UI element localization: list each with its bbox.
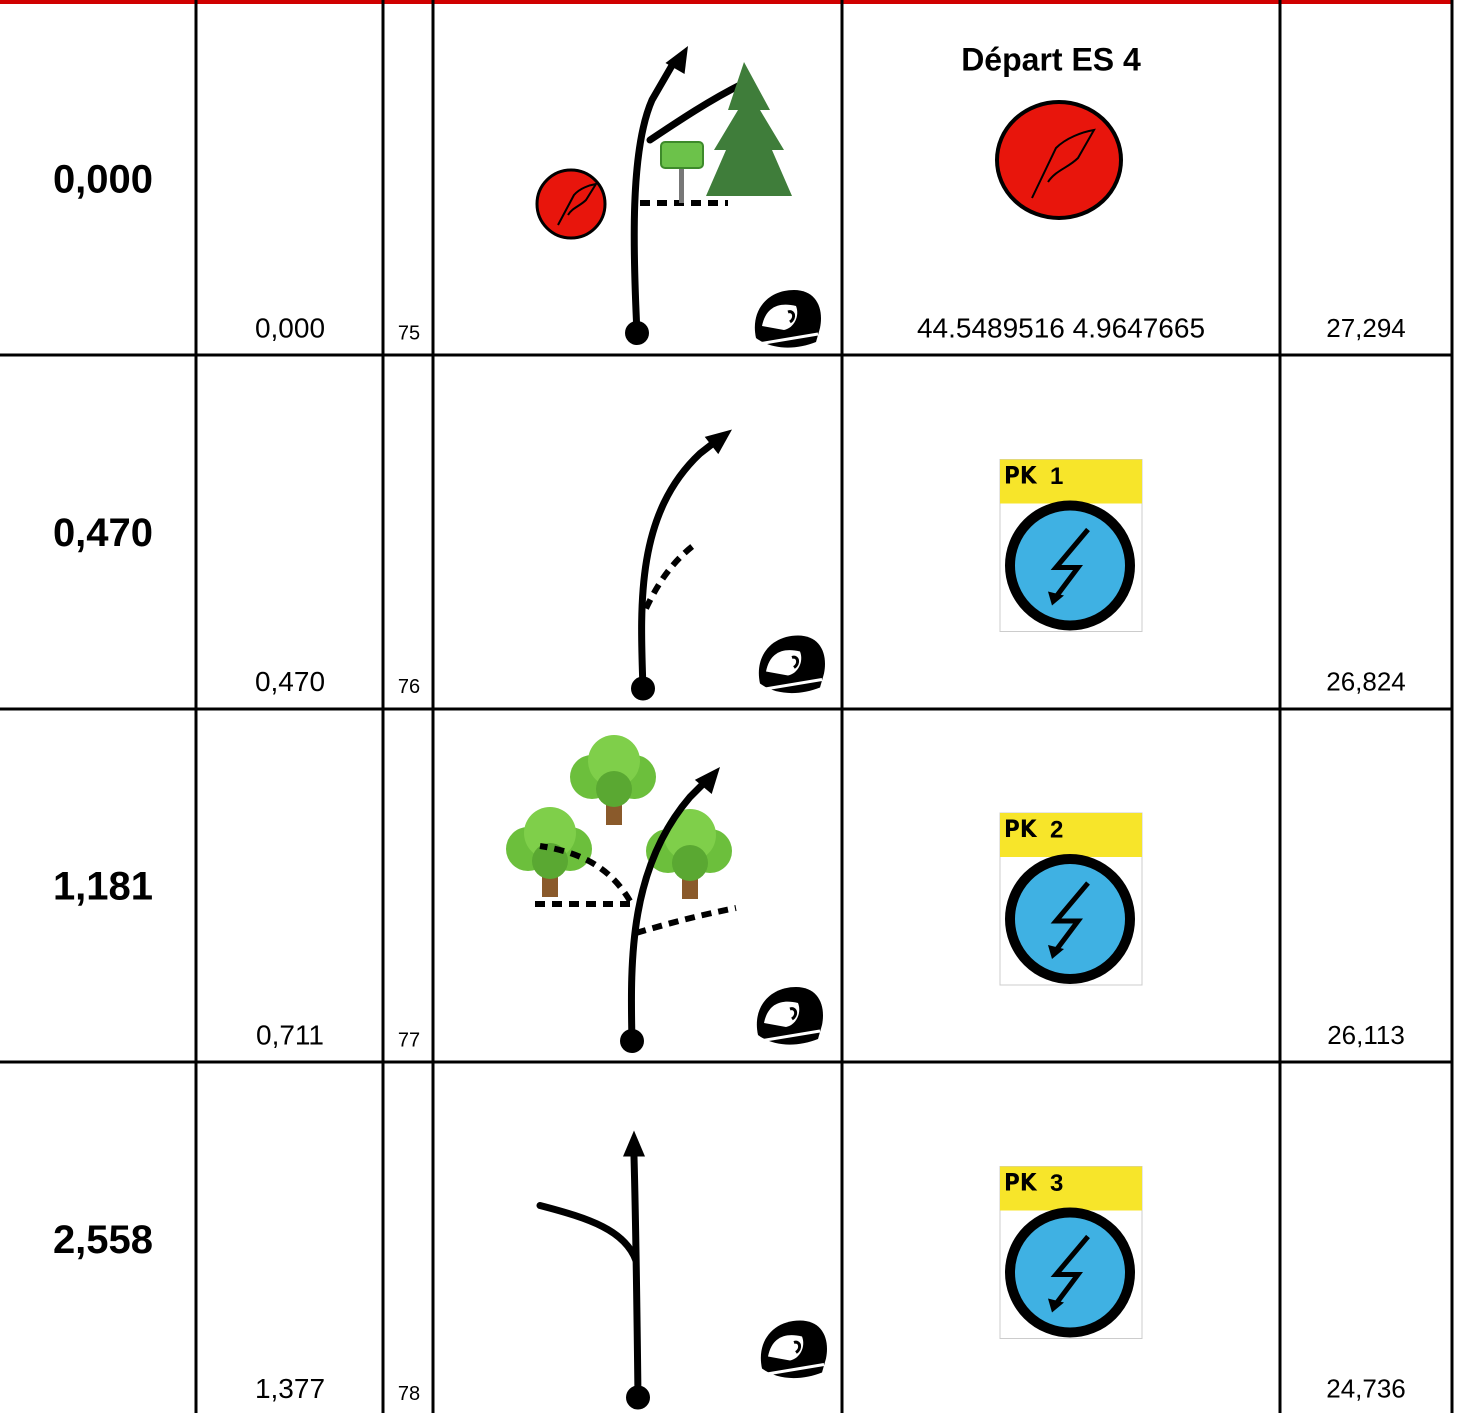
case-number: 78 [398,1383,420,1405]
pk-prefix: PK [1004,815,1038,843]
oak-tree [646,809,732,899]
helmet-icon [759,1319,829,1380]
start-dot [625,321,649,345]
tulip-diagram [631,429,827,701]
roadbook-row: 0,470 0,470 76 26,824 PK 1 [53,429,1406,701]
roadbook-row: 2,558 1,377 78 24,736 PK 3 [53,1130,1406,1410]
arrow-head [665,46,688,75]
helmet-icon [753,288,823,350]
roadbook-row: 1,181 0,711 77 26,113 PK 2 [53,735,1405,1053]
pk-header [1000,459,1142,504]
arrow-head [694,767,720,794]
pk-number: 1 [1050,463,1063,490]
route [630,58,678,337]
start-sign [535,168,607,240]
dashed-track [635,905,737,936]
dashed-track [539,843,633,903]
tulip-diagram [536,1130,829,1410]
pk-number: 2 [1050,816,1063,843]
flag-icon [557,182,599,226]
gps-coords: 44.5489516 4.9647665 [917,312,1205,343]
pk-prefix: PK [1004,462,1038,490]
tulip-diagram [535,46,823,350]
mailbox-post [679,165,684,203]
case-number: 77 [398,1029,420,1051]
route-branch [646,80,746,144]
start-sign [995,100,1123,220]
arrow-head [623,1130,645,1157]
arrow-head [704,429,732,455]
start-dot [631,676,655,701]
remaining-distance: 26,824 [1326,666,1406,696]
pk-prefix: PK [1004,1169,1038,1197]
total-distance: 1,181 [53,865,153,909]
total-distance: 2,558 [53,1218,153,1262]
mailbox [660,141,704,169]
start-dot [626,1385,650,1410]
route-branch [536,1202,640,1264]
stage-title: Départ ES 4 [961,41,1141,77]
remaining-distance: 27,294 [1326,313,1406,343]
route [638,436,722,692]
pk-header [1000,813,1142,857]
pk-number: 3 [1050,1170,1063,1197]
roadbook-row: 0,000 0,000 75 27,294 Départ ES 4 44.5489516 … [53,41,1406,350]
remaining-distance: 24,736 [1326,1373,1406,1403]
partial-distance: 1,377 [255,1373,325,1404]
total-distance: 0,470 [53,511,153,555]
total-distance: 0,000 [53,158,153,202]
helmet-icon [757,634,827,695]
partial-distance: 0,000 [255,312,325,343]
partial-distance: 0,711 [256,1019,324,1050]
tulip-diagram [506,735,825,1053]
flag-icon [1031,128,1096,199]
route [627,775,712,1045]
helmet-icon [755,985,825,1047]
route [630,1153,642,1401]
oak-tree [506,807,592,897]
partial-distance: 0,470 [255,666,325,697]
start-dot [620,1029,644,1053]
case-number: 75 [398,322,420,344]
dashed-track [643,541,698,610]
oak-tree [570,735,656,825]
case-number: 76 [398,676,420,698]
remaining-distance: 26,113 [1327,1020,1405,1050]
pine-tree [706,62,792,196]
pk-header [1000,1166,1142,1211]
